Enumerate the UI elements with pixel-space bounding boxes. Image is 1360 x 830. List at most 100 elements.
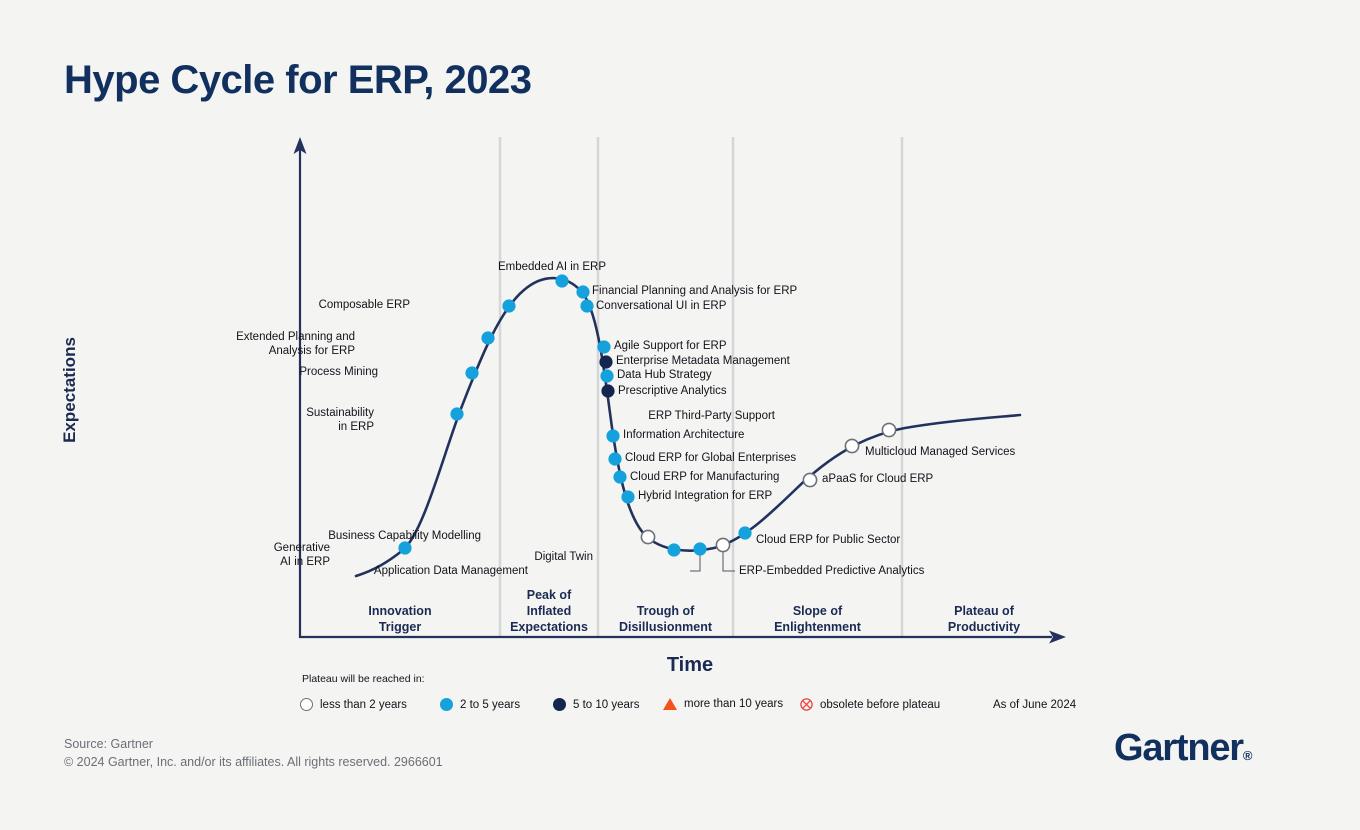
data-point-label: Digital Twin bbox=[534, 551, 593, 565]
label-line: Generative bbox=[273, 542, 330, 554]
data-point-dot[interactable] bbox=[502, 299, 516, 313]
registered-mark: ® bbox=[1242, 748, 1253, 763]
source-line: Source: Gartner bbox=[64, 737, 153, 751]
gartner-logo: Gartner® bbox=[1114, 727, 1253, 770]
phase-label-line: Trough of bbox=[636, 604, 695, 618]
data-point-label: Conversational UI in ERP bbox=[596, 300, 726, 314]
data-point-dot[interactable] bbox=[802, 472, 818, 488]
label-line: Application Data Management bbox=[373, 565, 528, 577]
data-point-label: Sustainability in ERP bbox=[306, 407, 374, 434]
data-point-label: Business Capability Modelling bbox=[328, 530, 481, 544]
label-line: Extended Planning and bbox=[236, 331, 355, 343]
data-point-label: Extended Planning and Analysis for ERP bbox=[236, 331, 355, 358]
copyright-line: © 2024 Gartner, Inc. and/or its affiliat… bbox=[64, 755, 443, 769]
data-point-label: Prescriptive Analytics bbox=[618, 385, 727, 399]
data-point-label: aPaaS for Cloud ERP bbox=[822, 473, 933, 487]
legend-item[interactable]: less than 2 years bbox=[300, 698, 407, 711]
label-line: Enterprise Metadata Management bbox=[616, 355, 790, 367]
data-point-dot[interactable] bbox=[667, 543, 681, 557]
leader-lines bbox=[690, 549, 735, 572]
data-point-label: Embedded AI in ERP bbox=[498, 261, 606, 275]
data-point-label: Information Architecture bbox=[623, 429, 744, 443]
label-line: in ERP bbox=[338, 420, 374, 433]
source-block: Source: Gartner © 2024 Gartner, Inc. and… bbox=[64, 735, 443, 771]
phase-label-line: Trigger bbox=[378, 620, 422, 634]
y-axis-label: Expectations bbox=[60, 337, 79, 443]
x-axis-label: Time bbox=[666, 654, 714, 676]
data-point-label: ERP-Embedded Predictive Analytics bbox=[739, 565, 924, 579]
data-point-dot[interactable] bbox=[621, 490, 635, 504]
data-point-dot[interactable] bbox=[481, 331, 495, 345]
data-point-dot[interactable] bbox=[613, 470, 627, 484]
data-point-dot[interactable] bbox=[601, 384, 615, 398]
phase-label-line: Expectations bbox=[510, 620, 588, 634]
label-line: ERP-Embedded Predictive Analytics bbox=[739, 565, 925, 577]
label-line: ERP Third-Party Support bbox=[648, 410, 775, 422]
data-point-dot[interactable] bbox=[600, 369, 614, 383]
triangle-icon bbox=[663, 698, 677, 710]
data-dots bbox=[398, 274, 897, 557]
phase-label-line: Enlightenment bbox=[774, 620, 861, 634]
data-point-label: Cloud ERP for Public Sector bbox=[756, 534, 900, 548]
label-line: Digital Twin bbox=[534, 551, 593, 563]
data-point-dot[interactable] bbox=[606, 429, 620, 443]
label-line: Hybrid Integration for ERP bbox=[638, 490, 773, 502]
data-point-label: Agile Support for ERP bbox=[614, 340, 727, 354]
label-line: Financial Planning and Analysis for ERP bbox=[592, 285, 798, 297]
data-point-dot[interactable] bbox=[608, 452, 622, 466]
legend-item[interactable]: obsolete before plateau bbox=[800, 698, 940, 711]
gridlines bbox=[498, 137, 904, 637]
filled-circle-icon bbox=[553, 698, 566, 711]
phase-label-3: Slope of Enlightenment bbox=[733, 603, 902, 635]
data-point-dot[interactable] bbox=[580, 299, 594, 313]
data-point-dot[interactable] bbox=[465, 366, 479, 380]
label-line: aPaaS for Cloud ERP bbox=[822, 473, 934, 485]
label-line: Business Capability Modelling bbox=[328, 530, 481, 542]
legend-caption: Plateau will be reached in: bbox=[302, 673, 425, 685]
data-point-dot[interactable] bbox=[576, 285, 590, 299]
data-point-label: Financial Planning and Analysis for ERP bbox=[592, 285, 797, 299]
data-point-dot[interactable] bbox=[715, 537, 731, 553]
label-line: Multicloud Managed Services bbox=[865, 446, 1016, 458]
page-title: Hype Cycle for ERP, 2023 bbox=[64, 58, 532, 102]
legend-item-label: more than 10 years bbox=[684, 698, 784, 710]
data-point-label: Multicloud Managed Services bbox=[865, 446, 1015, 460]
filled-circle-icon bbox=[440, 698, 453, 711]
data-point-label: Data Hub Strategy bbox=[617, 369, 712, 383]
label-line: Cloud ERP for Global Enterprises bbox=[625, 452, 797, 464]
phase-label-line: Plateau of bbox=[954, 604, 1014, 618]
label-line: AI in ERP bbox=[280, 555, 330, 568]
label-line: Cloud ERP for Manufacturing bbox=[630, 471, 780, 483]
data-point-dot[interactable] bbox=[844, 438, 860, 454]
data-point-dot[interactable] bbox=[640, 529, 656, 545]
label-line: Cloud ERP for Public Sector bbox=[756, 534, 901, 546]
open-circle-icon bbox=[300, 698, 313, 711]
data-point-label: Generative AI in ERP bbox=[274, 542, 330, 569]
data-point-label: Enterprise Metadata Management bbox=[616, 355, 790, 369]
legend-item[interactable]: more than 10 years bbox=[663, 698, 783, 710]
data-point-label: Application Data Management bbox=[374, 565, 528, 579]
data-point-dot[interactable] bbox=[693, 542, 707, 556]
legend-item-label: 5 to 10 years bbox=[573, 698, 640, 711]
data-point-dot[interactable] bbox=[555, 274, 569, 288]
label-line: Composable ERP bbox=[318, 299, 410, 311]
legend-item[interactable]: 2 to 5 years bbox=[440, 698, 520, 711]
label-line: Agile Support for ERP bbox=[614, 340, 727, 352]
phase-label-line: Peak of bbox=[526, 588, 572, 602]
data-point-dot[interactable] bbox=[597, 340, 611, 354]
label-line: Information Architecture bbox=[623, 429, 745, 441]
data-point-label: Cloud ERP for Manufacturing bbox=[630, 471, 779, 485]
data-point-dot[interactable] bbox=[738, 526, 752, 540]
label-line: Data Hub Strategy bbox=[617, 369, 712, 381]
label-line: Sustainability bbox=[306, 407, 374, 419]
legend-item[interactable]: 5 to 10 years bbox=[553, 698, 639, 711]
data-point-dot[interactable] bbox=[599, 355, 613, 369]
data-point-dot[interactable] bbox=[450, 407, 464, 421]
phase-label-line: Innovation bbox=[368, 604, 432, 618]
data-point-dot[interactable] bbox=[881, 422, 897, 438]
phase-label-4: Plateau of Productivity bbox=[902, 603, 1066, 635]
phase-label-1: Peak of Inflated Expectations bbox=[500, 587, 598, 635]
crossed-circle-icon bbox=[800, 698, 813, 711]
data-point-dot[interactable] bbox=[398, 541, 412, 555]
